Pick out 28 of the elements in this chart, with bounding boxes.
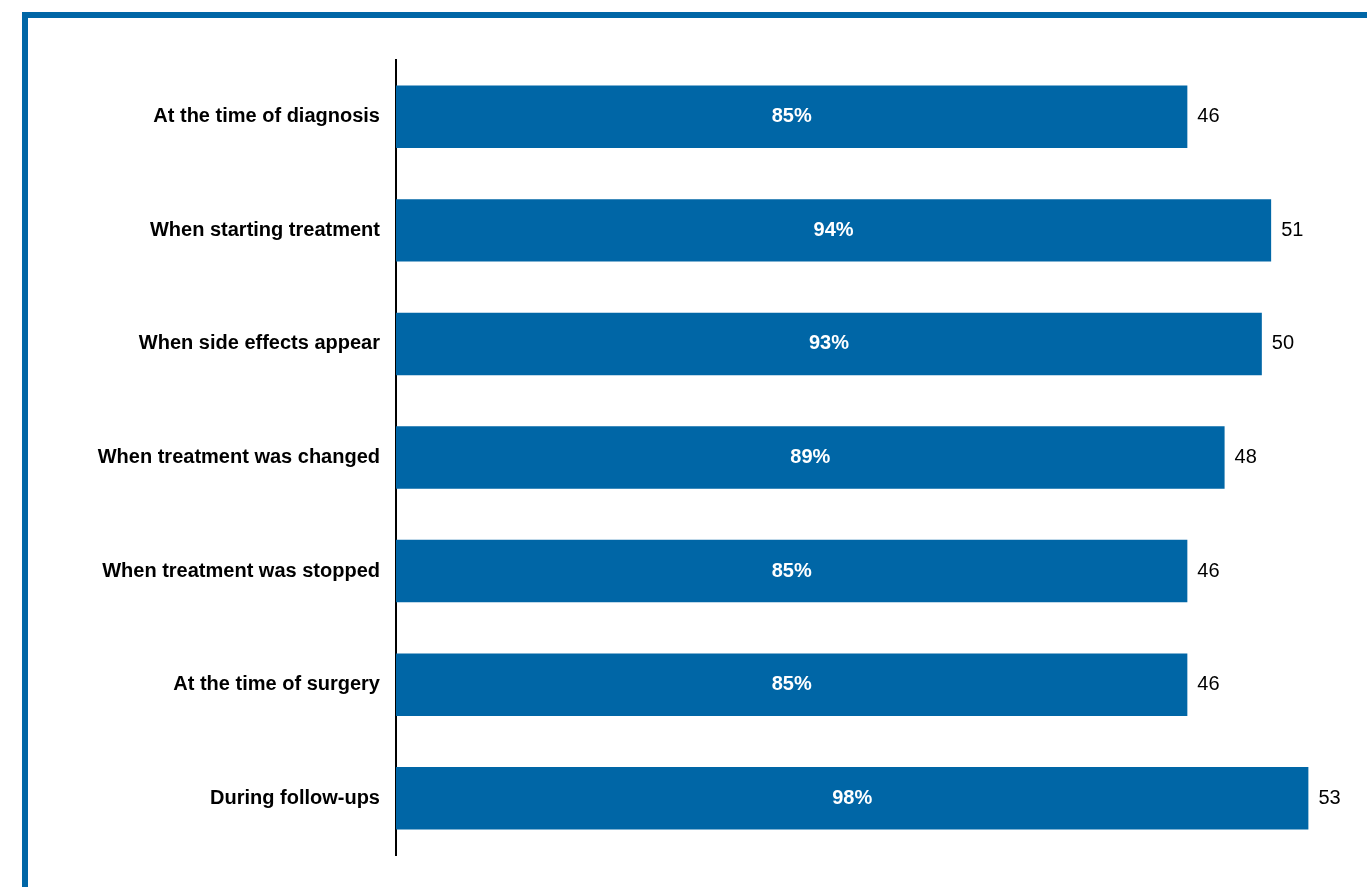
data-label: 89% — [790, 445, 831, 468]
bar — [396, 199, 1272, 262]
bar — [396, 653, 1188, 716]
y-tick-label: When side effects appear — [138, 331, 381, 354]
y-tick-label: When treatment was changed — [97, 445, 380, 468]
data-label: 98% — [832, 785, 873, 808]
annotation: 48 — [1234, 445, 1257, 468]
bar — [396, 312, 1262, 376]
bar — [396, 766, 1309, 830]
annotation: 51 — [1281, 217, 1304, 240]
y-tick-label: During follow-ups — [210, 785, 380, 808]
data-label: 85% — [771, 558, 812, 581]
y-tick-label: When treatment was stopped — [102, 558, 380, 581]
annotation: 46 — [1197, 672, 1220, 695]
bar — [396, 539, 1188, 603]
data-label: 93% — [808, 331, 850, 354]
annotation: 46 — [1197, 558, 1220, 581]
data-label: 85% — [771, 672, 812, 695]
data-label: 94% — [813, 217, 854, 240]
annotation: 50 — [1271, 331, 1295, 354]
bar — [396, 426, 1225, 489]
bar — [396, 85, 1188, 149]
y-tick-label: At the time of surgery — [173, 672, 381, 695]
y-tick-label: At the time of diagnosis — [153, 104, 380, 127]
annotation: 53 — [1318, 785, 1341, 808]
y-tick-label: When starting treatment — [149, 217, 381, 240]
annotation: 46 — [1197, 104, 1220, 127]
data-label: 85% — [771, 104, 812, 127]
